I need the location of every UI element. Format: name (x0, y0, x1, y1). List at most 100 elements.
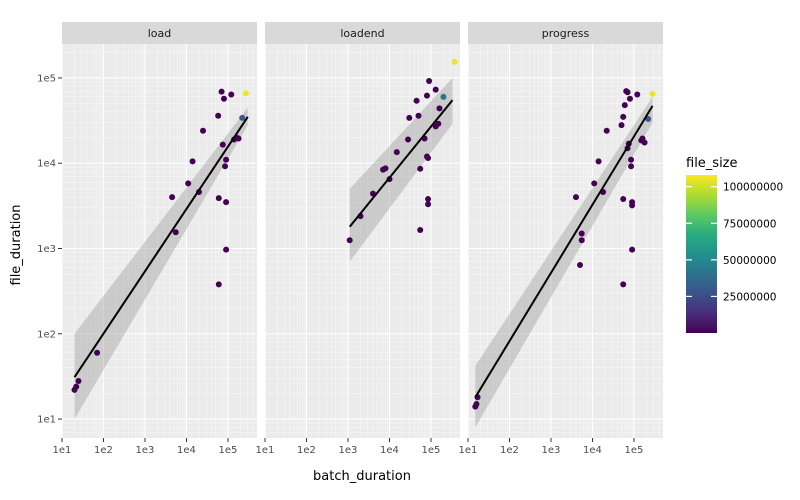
data-point (426, 78, 433, 85)
facet-panel-loadend: loadend 1e1 1e2 1e3 1e4 1e5 (256, 22, 460, 456)
data-point (235, 135, 242, 142)
data-point (346, 237, 353, 244)
x-tick-label: 1e5 (219, 445, 238, 456)
facet-strip (468, 22, 663, 44)
data-point (242, 90, 249, 97)
data-point (228, 91, 235, 98)
data-point (73, 383, 80, 390)
y-tick-label: 1e3 (37, 244, 56, 255)
data-point (436, 105, 443, 112)
facet-strip (62, 22, 257, 44)
data-point (624, 89, 631, 96)
data-point (603, 127, 610, 134)
data-point (413, 97, 420, 104)
y-axis-title: file_duration (9, 204, 24, 285)
data-point (200, 127, 207, 134)
data-point (218, 88, 225, 95)
x-tick-label: 1e3 (136, 445, 155, 456)
x-axis-title: batch_duration (313, 469, 411, 484)
data-point (239, 114, 246, 121)
colorbar-tick-label: 100000000 (723, 182, 783, 194)
data-point (620, 281, 627, 288)
data-point (645, 116, 652, 123)
x-tick-label: 1e4 (583, 445, 602, 456)
data-point (591, 180, 598, 187)
data-point (222, 163, 229, 170)
data-point (634, 91, 641, 98)
data-point (473, 401, 480, 408)
data-point (393, 149, 400, 156)
colorbar-tick-label: 75000000 (723, 218, 776, 230)
data-point (415, 112, 422, 119)
x-tick-label: 1e2 (500, 445, 519, 456)
x-tick-label: 1e3 (542, 445, 561, 456)
colorbar (686, 175, 717, 333)
x-tick-label: 1e4 (380, 445, 399, 456)
data-point (618, 122, 625, 129)
colorbar-tick-label: 50000000 (723, 255, 776, 267)
data-point (425, 155, 432, 162)
data-point (435, 120, 442, 127)
y-tick-label: 1e5 (37, 73, 56, 84)
data-point (189, 158, 196, 165)
data-point (185, 180, 192, 187)
x-tick-label: 1e1 (256, 445, 275, 456)
colorbar-tick-label: 25000000 (723, 291, 776, 303)
y-tick-label: 1e1 (37, 415, 56, 426)
facet-strip (265, 22, 460, 44)
data-point (75, 377, 82, 384)
data-point (440, 93, 447, 100)
data-point (578, 230, 585, 237)
facet-panel-progress: progress 1e1 1e2 1e3 1e4 1e5 (459, 22, 663, 456)
legend-title: file_size (686, 156, 738, 171)
data-point (405, 136, 412, 143)
data-point (641, 139, 648, 146)
data-point (629, 246, 636, 253)
x-tick-label: 1e5 (422, 445, 441, 456)
data-point (219, 141, 226, 148)
data-point (620, 196, 627, 203)
data-point (432, 86, 439, 93)
x-tick-label: 1e1 (459, 445, 478, 456)
x-tick-label: 1e5 (625, 445, 644, 456)
x-tick-label: 1e2 (94, 445, 113, 456)
data-point (572, 194, 579, 201)
x-tick-label: 1e3 (339, 445, 358, 456)
data-point (425, 196, 432, 203)
x-tick-label: 1e2 (297, 445, 316, 456)
data-point (417, 165, 424, 172)
trend-line (73, 116, 249, 378)
data-point (94, 349, 101, 356)
legend: file_size 25000000 50000000 75000000 100000… (686, 156, 783, 333)
data-point (577, 262, 584, 269)
data-point (620, 113, 627, 120)
data-point (382, 165, 389, 172)
data-point (169, 194, 176, 201)
x-tick-label: 1e1 (53, 445, 72, 456)
data-point (425, 201, 432, 208)
facet-strip-label: progress (542, 27, 590, 40)
data-point (629, 199, 636, 206)
data-point (220, 95, 227, 102)
confidence-band (74, 107, 248, 420)
y-tick-label: 1e2 (37, 329, 56, 340)
data-point (406, 114, 413, 121)
trend-line (474, 105, 654, 398)
y-tick-label: 1e4 (37, 159, 56, 170)
facet-strip-label: loadend (340, 27, 384, 40)
data-point (423, 92, 430, 99)
colorbar-ticks: 25000000 50000000 75000000 100000000 (686, 182, 783, 303)
data-point (628, 163, 635, 170)
data-point (649, 90, 656, 97)
data-point (215, 195, 222, 202)
trend-line (348, 99, 454, 228)
data-point (628, 156, 635, 163)
facet-strip-label: load (148, 27, 172, 40)
data-point (621, 102, 628, 109)
data-point (215, 281, 222, 288)
data-point (215, 112, 222, 119)
data-point (417, 226, 424, 233)
data-point (172, 229, 179, 236)
